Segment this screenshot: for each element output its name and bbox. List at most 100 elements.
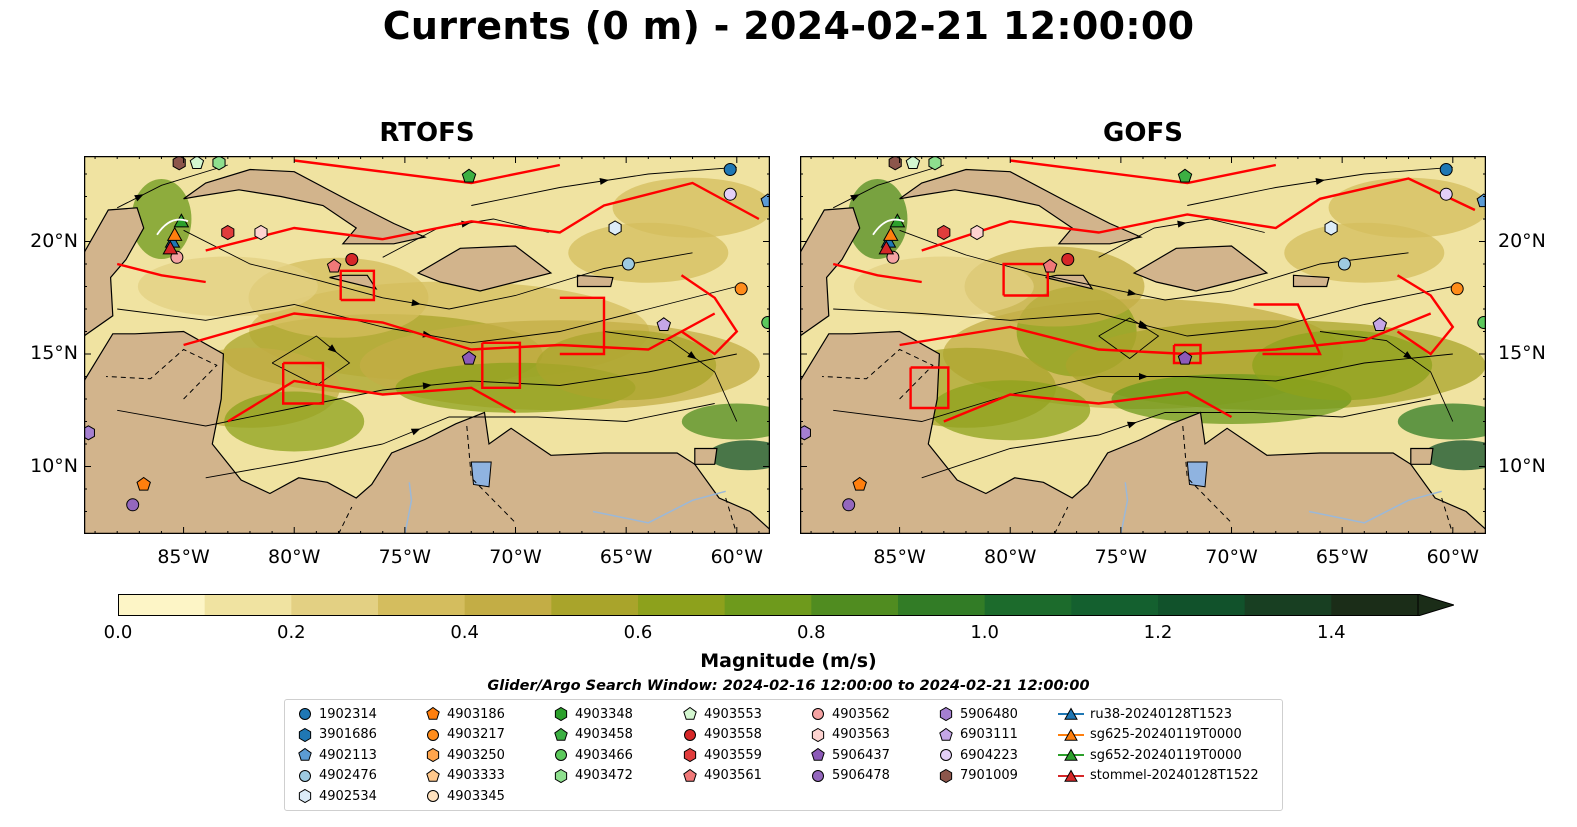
platform-marker-4902534 [608, 220, 622, 236]
legend-item: 4903561 [682, 766, 762, 786]
platform-marker-4903553 [905, 156, 921, 169]
legend-item: 7901009 [938, 766, 1018, 786]
legend-item: 5906480 [938, 704, 1018, 724]
platform-marker-6904223 [723, 187, 737, 201]
argo-float-legend-icon [299, 769, 311, 782]
legend-label: stommel-20240128T1522 [1090, 768, 1259, 783]
legend-item: 1902314 [297, 704, 377, 724]
lat-tick-label-left: 20°N [30, 229, 78, 252]
lon-tick-label: 75°W [378, 546, 432, 568]
legend-item: 6903111 [938, 725, 1018, 745]
argo-float-legend-icon [683, 768, 697, 782]
legend-item: ru38-20240128T1523 [1058, 704, 1232, 724]
glider-legend-icon [1058, 768, 1084, 782]
argo-float-legend-icon [939, 768, 953, 783]
platform-marker-4903561 [1042, 258, 1058, 273]
platform-marker-4903558 [1061, 253, 1075, 266]
argo-float-legend-icon [298, 727, 312, 742]
map-panel-rtofs [84, 156, 770, 534]
platform-marker-4903558 [345, 253, 359, 266]
colorbar-segment [724, 594, 812, 616]
lat-tick-label-right: 10°N [1498, 454, 1546, 477]
map-panel-gofs [800, 156, 1486, 534]
legend-label: 4903466 [575, 747, 633, 763]
legend-item: 4902534 [297, 786, 377, 806]
legend-label: 4903217 [447, 727, 505, 742]
legend-item: 4903466 [553, 745, 633, 765]
legend-item: 4903345 [425, 786, 505, 806]
colorbar-segment [464, 594, 552, 616]
legend-item: 4903559 [682, 745, 762, 765]
argo-float-legend-icon [811, 747, 825, 761]
colorbar-segment [118, 594, 206, 616]
argo-float-legend-icon [811, 727, 825, 742]
colorbar-segment [291, 594, 379, 616]
legend-item: 4903558 [682, 725, 762, 745]
platform-marker-4902476 [1337, 257, 1351, 271]
argo-float-legend-icon [812, 708, 824, 720]
lat-tick-label-right: 20°N [1498, 229, 1546, 252]
lon-tick-label: 70°W [489, 546, 542, 568]
legend-item: 4903553 [682, 704, 762, 724]
lon-tick-label: 80°W [983, 546, 1037, 568]
legend-item: 4903472 [553, 766, 633, 786]
legend-label: 4903345 [447, 788, 505, 804]
argo-float-legend-icon [427, 790, 439, 802]
legend-item: 4903217 [425, 725, 505, 745]
lat-tick-label-right: 15°N [1498, 342, 1546, 364]
legend-item: 4903562 [810, 704, 890, 724]
legend-label: 6903111 [960, 727, 1018, 742]
colorbar-segment [551, 594, 639, 616]
colorbar-tick-label: 1.0 [970, 622, 999, 643]
glider-marker-sg625-20240119T0000 [882, 226, 899, 241]
platform-marker-5906437 [1177, 350, 1193, 365]
glider-marker-sg625-20240119T0000 [166, 226, 183, 241]
colorbar-segment [378, 594, 466, 616]
platform-marker-4903466 [1477, 316, 1486, 329]
legend-label: 4902113 [319, 747, 377, 763]
legend-label: 4903553 [704, 706, 762, 722]
lon-tick-label: 70°W [1205, 546, 1258, 568]
legend-label: 4903250 [447, 747, 505, 763]
colorbar-segment [898, 594, 986, 616]
platform-marker-5906478 [842, 498, 856, 512]
colorbar-label: Magnitude (m/s) [700, 650, 877, 672]
argo-float-legend-icon [426, 768, 440, 782]
colorbar-segment [1071, 594, 1159, 616]
argo-float-legend-icon [555, 749, 567, 761]
platform-marker-4903217 [1450, 282, 1464, 296]
argo-float-legend-icon [939, 727, 953, 741]
platform-marker-4903559 [221, 224, 235, 241]
legend: 1902314 3901686 4902113 4902476 4902534 49031… [284, 699, 1283, 811]
platform-marker-7901009 [888, 156, 902, 171]
argo-float-legend-icon [298, 788, 312, 804]
colorbar-segment [1331, 594, 1419, 616]
lon-tick-label: 65°W [1315, 546, 1369, 568]
platform-marker-7901009 [172, 156, 186, 171]
colorbar-segment [1158, 594, 1246, 616]
legend-label: 4903186 [447, 706, 505, 722]
argo-float-legend-icon [554, 706, 568, 722]
legend-item: 4903333 [425, 766, 505, 786]
legend-label: 7901009 [960, 768, 1018, 783]
argo-float-legend-icon [426, 706, 440, 720]
argo-float-legend-icon [298, 747, 312, 761]
lon-tick-label: 60°W [710, 546, 764, 568]
platform-marker-1902314 [723, 163, 737, 176]
platform-marker-4902113 [760, 193, 770, 208]
glider-marker-stommel-20240128T1522 [878, 240, 895, 255]
colorbar-tick-label: 0.2 [277, 622, 306, 643]
platform-marker-4902534 [1324, 220, 1338, 236]
legend-item: sg625-20240119T0000 [1058, 725, 1242, 745]
colorbar-tick-label: 0.6 [623, 622, 653, 643]
colorbar-segment [811, 594, 899, 616]
argo-float-legend-icon [812, 769, 824, 782]
legend-label: 4903561 [704, 768, 762, 783]
platform-marker-4903553 [189, 156, 205, 169]
platform-marker-4903559 [937, 224, 951, 241]
legend-item: 3901686 [297, 725, 377, 745]
platform-marker-5906480 [800, 425, 811, 441]
lat-tick-label-left: 15°N [30, 342, 78, 364]
colorbar-tick-label: 0.0 [103, 622, 133, 643]
argo-float-legend-icon [299, 708, 311, 720]
